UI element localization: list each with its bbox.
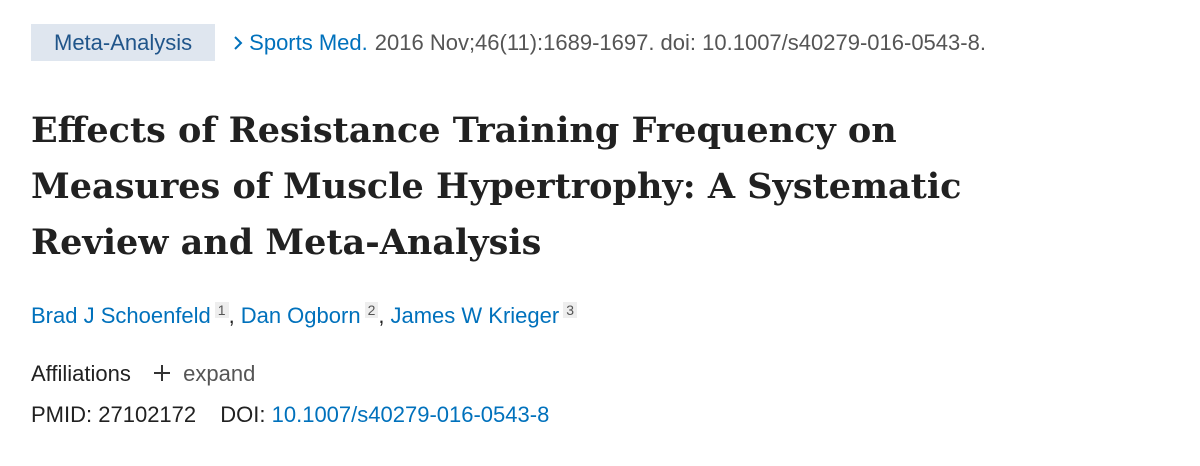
plus-icon[interactable] — [151, 362, 173, 384]
pmid-label: PMID: — [31, 402, 93, 427]
affiliations: Affiliations expand — [31, 361, 255, 387]
pmid: 27102172 — [98, 402, 197, 427]
affiliation-number: 3 — [563, 302, 577, 318]
journal-link[interactable]: Sports Med. — [249, 29, 368, 55]
chevron-icon — [234, 35, 243, 50]
author-list: Brad J Schoenfeld 1, Dan Ogborn 2, James W K… — [31, 302, 577, 329]
citation: 2016 Nov;46(11):1689-1697. doi: 10.1007/… — [374, 29, 986, 55]
doi-label: DOI: — [220, 402, 266, 427]
author-separator: , — [228, 303, 235, 328]
author-link[interactable]: Dan Ogborn — [240, 303, 361, 328]
affiliations-label: Affiliations — [31, 361, 131, 386]
title-line: Review and Meta-Analysis — [31, 222, 542, 263]
article-title: Effects of Resistance Training Frequency… — [31, 103, 961, 271]
title-line: Effects of Resistance Training Frequency… — [31, 110, 897, 151]
identifiers: PMID: 27102172 DOI: 10.1007/s40279-016-0… — [31, 402, 549, 428]
expand-toggle[interactable]: expand — [183, 361, 256, 386]
header: Meta-Analysis Sports Med. 2016 Nov;46(11… — [31, 24, 986, 61]
publication-type-badge: Meta-Analysis — [31, 24, 216, 61]
author-link[interactable]: James W Krieger — [390, 303, 560, 328]
affiliation-number: 2 — [364, 302, 379, 318]
title-line: Measures of Muscle Hypertrophy: A System… — [31, 166, 962, 207]
affiliation-number: 1 — [214, 302, 229, 318]
doi-link[interactable]: 10.1007/s40279-016-0543-8 — [271, 402, 550, 427]
author-separator: , — [378, 303, 385, 328]
author-link[interactable]: Brad J Schoenfeld — [31, 303, 211, 328]
